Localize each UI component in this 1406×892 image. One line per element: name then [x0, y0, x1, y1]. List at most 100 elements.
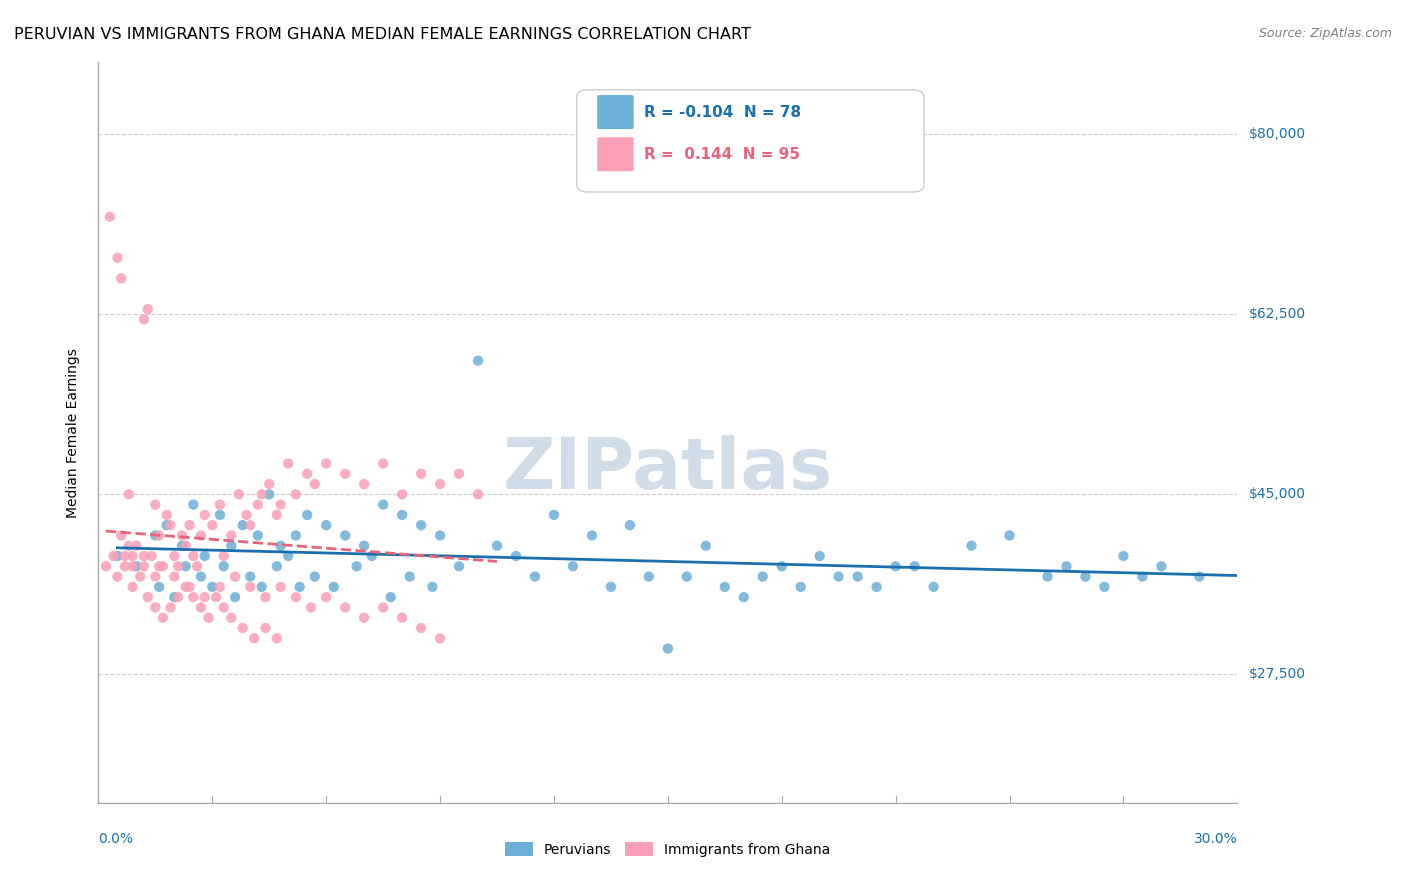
Text: R = -0.104  N = 78: R = -0.104 N = 78 — [644, 104, 801, 120]
Point — [353, 539, 375, 553]
Point — [315, 518, 337, 533]
Point — [676, 569, 699, 583]
Point — [132, 559, 155, 574]
Text: PERUVIAN VS IMMIGRANTS FROM GHANA MEDIAN FEMALE EARNINGS CORRELATION CHART: PERUVIAN VS IMMIGRANTS FROM GHANA MEDIAN… — [14, 27, 751, 42]
Point — [121, 549, 143, 563]
Point — [429, 477, 451, 491]
Text: $45,000: $45,000 — [1249, 487, 1305, 501]
Point — [208, 498, 231, 512]
FancyBboxPatch shape — [598, 95, 634, 129]
Point — [190, 569, 212, 583]
Point — [163, 549, 186, 563]
Point — [315, 457, 337, 471]
Point — [733, 590, 755, 604]
Point — [284, 487, 307, 501]
Point — [467, 353, 489, 368]
Point — [148, 580, 170, 594]
Point — [371, 600, 394, 615]
Point — [239, 580, 262, 594]
Point — [205, 590, 228, 604]
Point — [254, 621, 277, 635]
Point — [259, 487, 281, 501]
Point — [922, 580, 945, 594]
Point — [1150, 559, 1173, 574]
Point — [141, 549, 163, 563]
Point — [543, 508, 565, 522]
Point — [866, 580, 889, 594]
Point — [277, 549, 299, 563]
Point — [114, 559, 136, 574]
Point — [156, 518, 179, 533]
Text: $27,500: $27,500 — [1249, 667, 1305, 681]
Point — [315, 590, 337, 604]
Point — [232, 518, 254, 533]
Point — [752, 569, 775, 583]
Point — [246, 528, 269, 542]
Point — [136, 590, 159, 604]
Point — [960, 539, 983, 553]
Point — [1132, 569, 1154, 583]
Point — [208, 580, 231, 594]
Point — [145, 569, 167, 583]
Point — [600, 580, 623, 594]
Point — [163, 569, 186, 583]
Point — [98, 210, 121, 224]
Point — [486, 539, 509, 553]
Legend: Peruvians, Immigrants from Ghana: Peruvians, Immigrants from Ghana — [499, 837, 837, 863]
Point — [148, 559, 170, 574]
Point — [114, 549, 136, 563]
Point — [132, 549, 155, 563]
Point — [174, 539, 197, 553]
Point — [94, 559, 117, 574]
Point — [619, 518, 641, 533]
Point — [156, 508, 179, 522]
Point — [808, 549, 831, 563]
Point — [159, 518, 181, 533]
Point — [183, 549, 205, 563]
Point — [1036, 569, 1059, 583]
Point — [380, 590, 402, 604]
Point — [159, 600, 181, 615]
Point — [125, 559, 148, 574]
Point — [335, 467, 357, 481]
Point — [190, 600, 212, 615]
Point — [391, 611, 413, 625]
Point — [288, 580, 311, 594]
Point — [118, 487, 141, 501]
Point — [221, 539, 243, 553]
Point — [449, 559, 471, 574]
Point — [183, 590, 205, 604]
Point — [110, 528, 132, 542]
Point — [235, 508, 257, 522]
Point — [136, 302, 159, 317]
Point — [129, 569, 152, 583]
Point — [179, 580, 201, 594]
Point — [1056, 559, 1078, 574]
Point — [212, 600, 235, 615]
Point — [224, 590, 246, 604]
Point — [194, 590, 217, 604]
Point — [1188, 569, 1211, 583]
Point — [107, 251, 129, 265]
Point — [224, 569, 246, 583]
Point — [107, 549, 129, 563]
Point — [270, 539, 292, 553]
Point — [657, 641, 679, 656]
Point — [250, 487, 273, 501]
Point — [270, 580, 292, 594]
FancyBboxPatch shape — [576, 90, 924, 192]
Point — [190, 528, 212, 542]
Text: 30.0%: 30.0% — [1194, 832, 1237, 847]
Point — [353, 611, 375, 625]
Point — [121, 559, 143, 574]
Point — [346, 559, 368, 574]
Point — [132, 312, 155, 326]
Point — [250, 580, 273, 594]
Point — [411, 518, 433, 533]
Point — [152, 611, 174, 625]
Point — [297, 467, 319, 481]
Point — [581, 528, 603, 542]
Text: Source: ZipAtlas.com: Source: ZipAtlas.com — [1258, 27, 1392, 40]
Text: $62,500: $62,500 — [1249, 308, 1306, 321]
Point — [266, 559, 288, 574]
